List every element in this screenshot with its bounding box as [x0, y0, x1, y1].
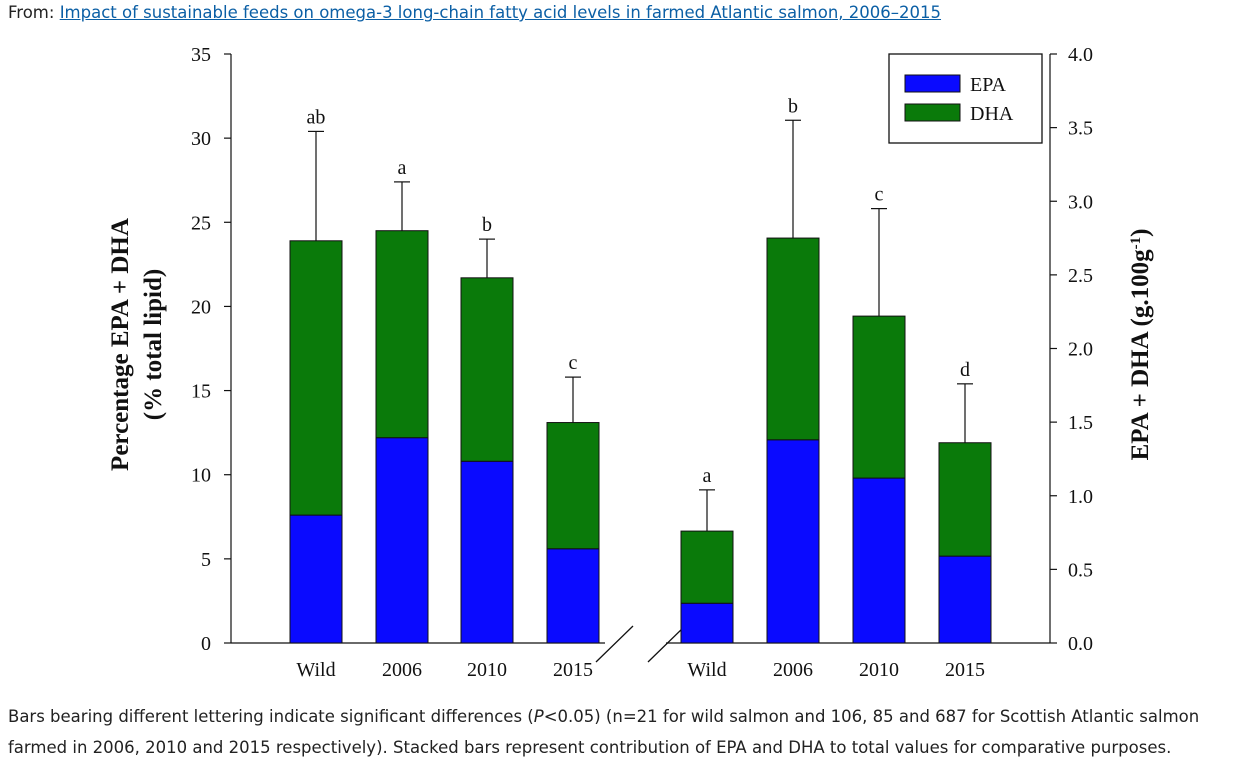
bar-dha [546, 422, 600, 550]
x-tick-label: Wild [687, 659, 726, 681]
right-tick-label: 4.0 [1068, 44, 1093, 66]
right-axis-title-end: ) [1127, 229, 1154, 237]
axis-break-mark [595, 625, 634, 663]
axis-break-mark [647, 625, 686, 663]
x-tick-label: 2006 [773, 659, 813, 681]
significance-letter: b [788, 95, 798, 117]
bar-epa [852, 477, 906, 644]
right-tick-label: 1.5 [1068, 412, 1093, 434]
legend-swatch-epa [904, 74, 961, 93]
article-link[interactable]: Impact of sustainable feeds on omega-3 l… [59, 3, 942, 22]
significance-letter: a [398, 157, 407, 179]
left-tick-label: 35 [191, 44, 211, 66]
left-tick-label: 10 [191, 465, 211, 487]
right-tick-label: 3.5 [1068, 118, 1093, 140]
x-tick-label: 2010 [859, 659, 899, 681]
bar-dha [852, 315, 906, 479]
significance-letter: c [875, 184, 884, 206]
bar-dha [375, 230, 429, 439]
legend-box [888, 53, 1043, 144]
figure-caption: Bars bearing different lettering indicat… [8, 701, 1240, 763]
significance-letter: a [703, 465, 712, 487]
significance-letter: b [482, 214, 492, 236]
figure-source: From: Impact of sustainable feeds on ome… [8, 3, 1238, 22]
right-tick-label: 2.0 [1068, 339, 1093, 361]
left-tick-label: 20 [191, 296, 211, 318]
left-tick-label: 30 [191, 128, 211, 150]
bar-epa [680, 602, 734, 644]
left-tick-label: 5 [201, 549, 211, 571]
right-tick-label: 0.0 [1068, 633, 1093, 655]
significance-letter: c [569, 352, 578, 374]
bar-epa [460, 460, 514, 644]
right-tick-label: 0.5 [1068, 559, 1093, 581]
right-axis-title-superscript: -1 [1128, 237, 1144, 250]
x-tick-label: Wild [296, 659, 335, 681]
left-axis-title: Percentage EPA + DHA [107, 218, 134, 471]
right-axis-title-main: EPA + DHA (g.100g [1127, 249, 1154, 461]
caption-part2: <0.05) (n=21 for wild salmon and 106, 85… [8, 707, 1200, 757]
bar-dha [460, 277, 514, 462]
x-tick-label: 2006 [382, 659, 422, 681]
left-tick-label: 0 [201, 633, 211, 655]
bar-epa [289, 514, 343, 644]
bar-dha [766, 237, 820, 441]
bar-epa [546, 548, 600, 644]
x-tick-label: 2010 [467, 659, 507, 681]
significance-letter: ab [307, 106, 326, 128]
left-tick-label: 15 [191, 381, 211, 403]
bar-dha [938, 442, 992, 557]
source-prefix: From: [8, 3, 60, 22]
bar-epa [375, 437, 429, 644]
left-axis-title-units: (% total lipid) [140, 269, 167, 420]
significance-letter: d [960, 359, 970, 381]
x-tick-label: 2015 [553, 659, 593, 681]
right-tick-label: 1.0 [1068, 486, 1093, 508]
right-axis-title: EPA + DHA (g.100g-1) [1127, 229, 1154, 461]
caption-p-symbol: P [533, 707, 544, 726]
legend-label-epa: EPA [970, 74, 1007, 96]
bar-epa [938, 555, 992, 644]
legend-label-dha: DHA [970, 103, 1014, 125]
bar-dha [289, 240, 343, 516]
bar-epa [766, 439, 820, 644]
caption-part1: Bars bearing different lettering indicat… [8, 707, 534, 726]
right-tick-label: 3.0 [1068, 191, 1093, 213]
stacked-bar-chart: 0 5 10 15 20 25 30 35 0.0 0.5 1.0 1.5 2.0 2.5 3.0 3.5 4.… [107, 44, 1154, 681]
left-tick-label: 25 [191, 212, 211, 234]
legend-swatch-dha [904, 103, 961, 122]
bar-dha [680, 530, 734, 604]
right-tick-label: 2.5 [1068, 265, 1093, 287]
x-tick-label: 2015 [945, 659, 985, 681]
